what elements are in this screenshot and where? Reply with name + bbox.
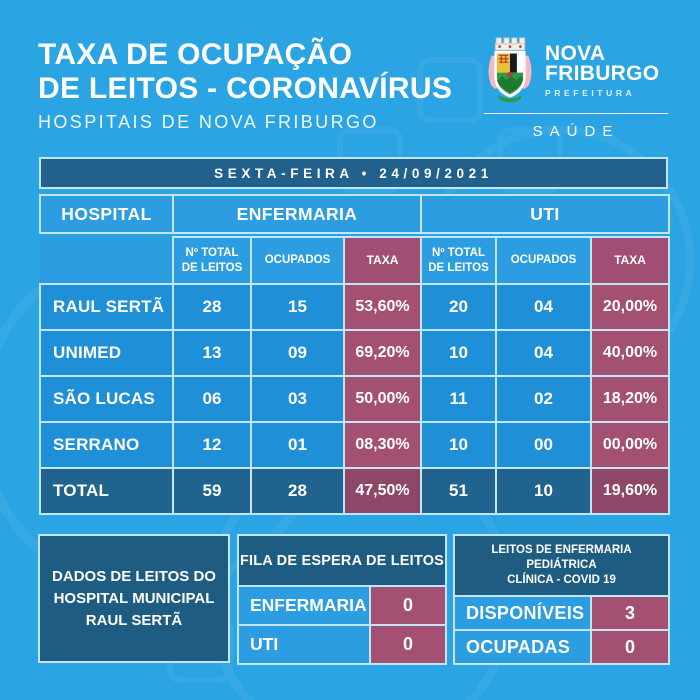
logo-org-label: PREFEITURA: [545, 88, 636, 98]
uti-taxa-cell: 00,00%: [590, 421, 670, 469]
enf-ocupados-header: OCUPADOS: [250, 236, 345, 285]
hospital-name-cell: SÃO LUCAS: [39, 375, 174, 423]
uti-total-cell: 10: [420, 329, 497, 377]
info-panel-line-1: DADOS DE LEITOS DO: [52, 567, 216, 585]
enf-total-cell: 06: [172, 375, 252, 423]
enfermaria-group-header: ENFERMARIA: [172, 194, 422, 234]
hospital-name-cell: UNIMED: [39, 329, 174, 377]
info-panel-line-3: RAUL SERTÃ: [85, 611, 183, 629]
table-row: SERRANO 12 01 08,30% 10 00 00,00%: [39, 421, 670, 469]
uti-taxa-cell: 19,60%: [590, 467, 670, 515]
enf-ocupados-cell: 03: [250, 375, 345, 423]
enf-taxa-cell: 47,50%: [343, 467, 422, 515]
panel-row: UTI 0: [237, 624, 448, 665]
pediatric-beds-table: LEITOS DE ENFERMARIA PEDIÁTRICA CLÍNICA …: [452, 534, 671, 665]
enf-taxa-cell: 08,30%: [343, 421, 422, 469]
total-row: TOTAL 59 28 47,50% 51 10 19,60%: [39, 467, 670, 515]
enf-taxa-header: TAXA: [343, 236, 422, 285]
queue-row-label: ENFERMARIA: [237, 585, 371, 626]
pediatric-row-label: OCUPADAS: [453, 629, 592, 665]
uti-ocupados-cell: 02: [495, 375, 592, 423]
pediatric-beds-panel: LEITOS DE ENFERMARIA PEDIÁTRICA CLÍNICA …: [452, 534, 671, 665]
enf-ocupados-cell: 28: [250, 467, 345, 515]
occupancy-table: Nº TOTAL DE LEITOS OCUPADOS TAXA Nº TOTA…: [39, 236, 670, 515]
title-line-1: TAXA DE OCUPAÇÃO: [38, 38, 353, 71]
page-title: TAXA DE OCUPAÇÃO DE LEITOS - CORONAVÍRUS…: [38, 38, 458, 133]
uti-total-header: Nº TOTAL DE LEITOS: [420, 236, 497, 285]
uti-total-cell: 10: [420, 421, 497, 469]
total-label-cell: TOTAL: [39, 467, 174, 515]
waiting-queue-table: FILA DE ESPERA DE LEITOS ENFERMARIA 0 UT…: [236, 534, 448, 665]
pediatric-title-line-1: LEITOS DE ENFERMARIA: [491, 544, 632, 556]
panel-header-row: FILA DE ESPERA DE LEITOS: [236, 534, 448, 587]
enf-taxa-cell: 69,20%: [343, 329, 422, 377]
table-group-header: HOSPITAL ENFERMARIA UTI: [39, 194, 670, 234]
table-row: RAUL SERTÃ 28 15 53,60% 20 04 20,00%: [39, 283, 670, 331]
enf-total-header: Nº TOTAL DE LEITOS: [172, 236, 252, 285]
uti-total-cell: 11: [420, 375, 497, 423]
uti-taxa-cell: 40,00%: [590, 329, 670, 377]
panel-row: ENFERMARIA 0: [237, 585, 448, 626]
group-header-row: HOSPITAL ENFERMARIA UTI: [39, 194, 670, 234]
enf-total-cell: 13: [172, 329, 252, 377]
uti-taxa-cell: 20,00%: [590, 283, 670, 331]
panel-header-row: LEITOS DE ENFERMARIA PEDIÁTRICA CLÍNICA …: [452, 534, 671, 597]
table-row: UNIMED 13 09 69,20% 10 04 40,00%: [39, 329, 670, 377]
uti-ocupados-cell: 04: [495, 283, 592, 331]
logo-name-line-2: FRIBURGO: [545, 62, 660, 85]
panel-row: OCUPADAS 0: [453, 629, 671, 665]
pediatric-panel-title: LEITOS DE ENFERMARIA PEDIÁTRICA CLÍNICA …: [452, 534, 671, 597]
info-panel-line-2: HOSPITAL MUNICIPAL: [53, 589, 215, 607]
date-bar: SEXTA-FEIRA • 24/09/2021: [39, 157, 668, 189]
logo-divider: [484, 113, 668, 114]
enf-total-cell: 59: [172, 467, 252, 515]
uti-total-cell: 20: [420, 283, 497, 331]
uti-taxa-cell: 18,20%: [590, 375, 670, 423]
enf-taxa-cell: 53,60%: [343, 283, 422, 331]
pediatric-row-label: DISPONÍVEIS: [453, 595, 592, 631]
uti-ocupados-cell: 10: [495, 467, 592, 515]
logo-department-label: SAÚDE: [532, 123, 620, 140]
uti-ocupados-cell: 00: [495, 421, 592, 469]
corner-spacer: [40, 237, 173, 284]
enf-taxa-cell: 50,00%: [343, 375, 422, 423]
pediatric-title-line-2: PEDIÁTRICA: [526, 559, 597, 571]
pediatric-row-value: 0: [589, 629, 671, 665]
table-row: SÃO LUCAS 06 03 50,00% 11 02 18,20%: [39, 375, 670, 423]
hospital-name-cell: RAUL SERTÃ: [39, 283, 174, 331]
uti-ocupados-header: OCUPADOS: [495, 236, 592, 285]
uti-group-header: UTI: [420, 194, 670, 234]
title-line-2: DE LEITOS - CORONAVÍRUS: [38, 72, 453, 105]
queue-row-label: UTI: [237, 624, 371, 665]
waiting-queue-panel: FILA DE ESPERA DE LEITOS ENFERMARIA 0 UT…: [236, 534, 448, 665]
page-subtitle: HOSPITAIS DE NOVA FRIBURGO: [38, 112, 379, 132]
enf-ocupados-cell: 09: [250, 329, 345, 377]
sub-header-row: Nº TOTAL DE LEITOS OCUPADOS TAXA Nº TOTA…: [40, 236, 670, 285]
pediatric-title-line-3: CLÍNICA - COVID 19: [507, 574, 616, 586]
city-crest-icon: [488, 37, 532, 103]
queue-row-value: 0: [368, 624, 448, 665]
uti-total-cell: 51: [420, 467, 497, 515]
panel-row: DISPONÍVEIS 3: [453, 595, 671, 631]
queue-row-value: 0: [368, 585, 448, 626]
info-panel: DADOS DE LEITOS DO HOSPITAL MUNICIPAL RA…: [38, 534, 230, 663]
pediatric-row-value: 3: [589, 595, 671, 631]
enf-ocupados-cell: 15: [250, 283, 345, 331]
uti-ocupados-cell: 04: [495, 329, 592, 377]
enf-total-cell: 12: [172, 421, 252, 469]
enf-ocupados-cell: 01: [250, 421, 345, 469]
hospital-column-header: HOSPITAL: [39, 194, 174, 234]
prefecture-logo: NOVA FRIBURGO PREFEITURA SAÚDE: [484, 36, 668, 140]
hospital-name-cell: SERRANO: [39, 421, 174, 469]
logo-name-line-1: NOVA: [545, 42, 606, 65]
uti-taxa-header: TAXA: [590, 236, 670, 285]
enf-total-cell: 28: [172, 283, 252, 331]
queue-panel-title: FILA DE ESPERA DE LEITOS: [236, 534, 448, 587]
